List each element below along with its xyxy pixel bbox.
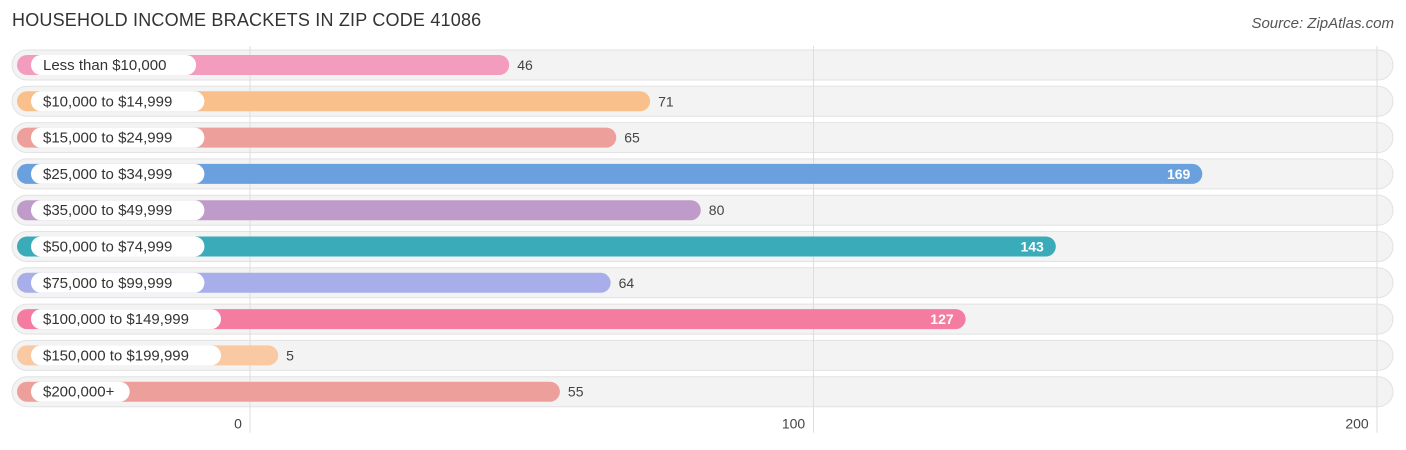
category-label-background [31, 272, 205, 293]
value-label: 169 [1167, 166, 1191, 182]
category-label: Less than $10,000 [43, 57, 166, 74]
category-label: $10,000 to $14,999 [43, 93, 172, 110]
bar [17, 309, 966, 330]
category-label: $35,000 to $49,999 [43, 202, 172, 219]
value-label: 127 [930, 311, 954, 327]
category-label-background [31, 345, 221, 366]
x-tick-label: 0 [234, 416, 242, 432]
category-label-background [31, 55, 197, 75]
category-label-background [31, 127, 205, 148]
bar [17, 163, 1203, 184]
category-label: $200,000+ [43, 384, 115, 401]
row-background [11, 339, 1394, 371]
category-label-background [31, 200, 205, 221]
category-label: $25,000 to $34,999 [43, 166, 172, 183]
x-tick-label: 100 [782, 416, 806, 432]
category-label: $150,000 to $199,999 [43, 347, 189, 364]
value-label: 5 [286, 347, 294, 363]
category-label-background [31, 381, 130, 402]
value-label: 80 [709, 202, 725, 218]
value-label: 65 [624, 130, 640, 146]
bar [17, 381, 560, 402]
category-label: $15,000 to $24,999 [43, 130, 172, 147]
value-label: 71 [658, 93, 674, 109]
category-label-background [31, 309, 221, 330]
bar [17, 236, 1056, 257]
value-label: 46 [517, 57, 533, 73]
chart-title: HOUSEHOLD INCOME BRACKETS IN ZIP CODE 41… [12, 10, 482, 30]
source-label: Source: ZipAtlas.com [1251, 15, 1394, 32]
category-label: $50,000 to $74,999 [43, 239, 172, 256]
x-tick-label: 200 [1345, 416, 1369, 432]
category-label: $75,000 to $99,999 [43, 275, 172, 292]
category-label-background [31, 91, 205, 112]
category-label-background [31, 163, 205, 184]
value-label: 64 [619, 275, 635, 291]
value-label: 143 [1020, 239, 1044, 255]
category-label: $100,000 to $149,999 [43, 311, 189, 328]
category-label-background [31, 236, 205, 257]
value-label: 55 [568, 384, 584, 400]
